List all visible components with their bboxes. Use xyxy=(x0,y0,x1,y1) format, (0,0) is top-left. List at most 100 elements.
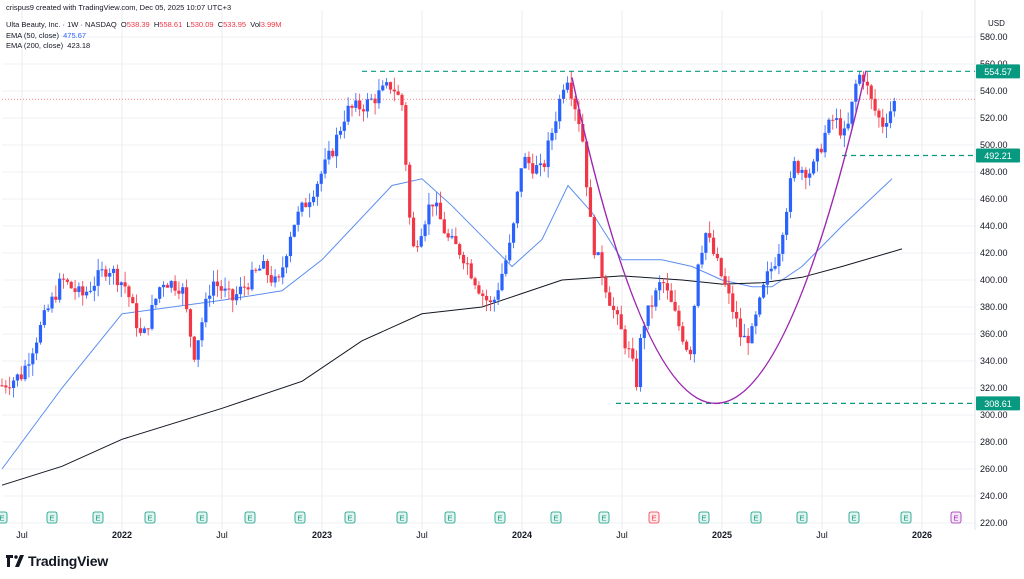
candle-body xyxy=(869,85,873,99)
earnings-marker-label: E xyxy=(799,514,804,523)
candle-body xyxy=(892,100,896,112)
earnings-marker-label: E xyxy=(49,514,54,523)
candle-body xyxy=(315,183,319,197)
candle-body xyxy=(600,252,604,278)
candle-body xyxy=(842,128,846,136)
candle-body xyxy=(838,118,843,136)
candle-body xyxy=(73,288,77,293)
candle-body xyxy=(77,286,81,293)
candles xyxy=(0,70,896,398)
candle-body xyxy=(411,217,416,247)
level-badge-label: 554.57 xyxy=(984,67,1012,77)
earnings-marker xyxy=(494,511,506,524)
candle-body xyxy=(781,234,785,254)
price-tick: 280.00 xyxy=(980,437,1008,447)
ema50-value: 475.67 xyxy=(63,31,87,40)
candle-body xyxy=(723,276,727,285)
time-axis-labels: Jul 2022 Jul 2023 Jul 2024 Jul 2025 Jul 2026 xyxy=(16,530,932,540)
price-tick: 440.00 xyxy=(980,221,1008,231)
candle-body xyxy=(23,365,27,380)
candle-body xyxy=(88,290,93,292)
price-tick: 380.00 xyxy=(980,302,1008,312)
candle-body xyxy=(427,204,431,225)
earnings-marker xyxy=(0,511,8,524)
candle-body xyxy=(338,130,343,135)
candle-body xyxy=(415,246,419,248)
candle-body xyxy=(323,159,327,174)
tradingview-logo[interactable]: TradingView xyxy=(6,553,108,569)
candle-body xyxy=(623,329,627,349)
candle-body xyxy=(408,164,412,218)
candle-body xyxy=(477,285,481,294)
candle-body xyxy=(881,117,885,127)
earnings-marker-label: E xyxy=(601,514,606,523)
ema200-label: EMA (200, close) xyxy=(6,41,64,50)
candle-body xyxy=(423,224,427,237)
earnings-marker-label: E xyxy=(247,514,252,523)
candle-body xyxy=(246,287,250,290)
candle-body xyxy=(481,293,485,296)
candle-body xyxy=(127,286,131,298)
symbol-legend[interactable]: Ulta Beauty, Inc. · 1W · NASDAQ O538.39 … xyxy=(6,20,282,29)
candle-body xyxy=(254,269,258,271)
candle-body xyxy=(365,99,369,112)
candle-body xyxy=(688,349,693,355)
candle-body xyxy=(81,286,85,296)
candle-body xyxy=(296,211,300,225)
candle-body xyxy=(8,387,12,389)
candle-body xyxy=(69,281,73,289)
candle-body xyxy=(561,89,566,99)
candle-body xyxy=(819,148,823,153)
price-axis-labels: 220.00 240.00 260.00 280.00 300.00 320.00 340.… xyxy=(980,32,1008,528)
ema50-legend[interactable]: EMA (50, close) 475.67 xyxy=(6,31,86,40)
price-tick: 340.00 xyxy=(980,356,1008,366)
candle-body xyxy=(811,161,816,174)
low-value: 530.09 xyxy=(190,20,214,29)
candle-body xyxy=(596,252,600,256)
time-tick: Jul xyxy=(16,530,28,540)
candle-body xyxy=(711,237,716,254)
candle-body xyxy=(785,211,789,235)
candle-body xyxy=(546,140,550,168)
candle-body xyxy=(608,292,612,306)
earnings-marker xyxy=(950,511,962,524)
candle-body xyxy=(231,289,235,301)
candle-body xyxy=(531,163,535,174)
price-tick: 420.00 xyxy=(980,248,1008,258)
volume-label: Vol xyxy=(250,20,261,29)
candle-body xyxy=(631,348,635,359)
price-tick: 520.00 xyxy=(980,113,1008,123)
candle-body xyxy=(500,273,504,291)
earnings-marker xyxy=(598,511,610,524)
byline: crispus9 created with TradingView.com, D… xyxy=(6,3,232,12)
time-tick: Jul xyxy=(816,530,828,540)
candle-body xyxy=(835,118,839,120)
candle-body xyxy=(754,314,758,327)
price-tick: 320.00 xyxy=(980,383,1008,393)
candle-body xyxy=(15,374,19,381)
candle-body xyxy=(661,282,666,284)
candle-body xyxy=(285,256,289,268)
candle-body xyxy=(235,294,239,301)
candle-body xyxy=(342,121,346,131)
candle-body xyxy=(27,364,31,366)
candle-body xyxy=(535,165,539,174)
candle-body xyxy=(446,233,450,238)
candle-body xyxy=(615,310,619,315)
candle-body xyxy=(135,303,139,329)
time-tick: 2024 xyxy=(512,530,532,540)
candle-body xyxy=(550,132,554,141)
candle-body xyxy=(527,156,531,164)
candle-body xyxy=(388,82,393,90)
earnings-marker xyxy=(550,511,562,524)
ema200-legend[interactable]: EMA (200, close) 423.18 xyxy=(6,41,90,50)
earnings-marker xyxy=(750,511,762,524)
earnings-marker-label: E xyxy=(753,514,758,523)
candle-body xyxy=(38,324,43,343)
candle-body xyxy=(808,173,812,178)
candle-body xyxy=(511,223,516,243)
candle-body xyxy=(788,178,793,212)
earnings-marker xyxy=(444,511,456,524)
candle-body xyxy=(161,284,166,288)
